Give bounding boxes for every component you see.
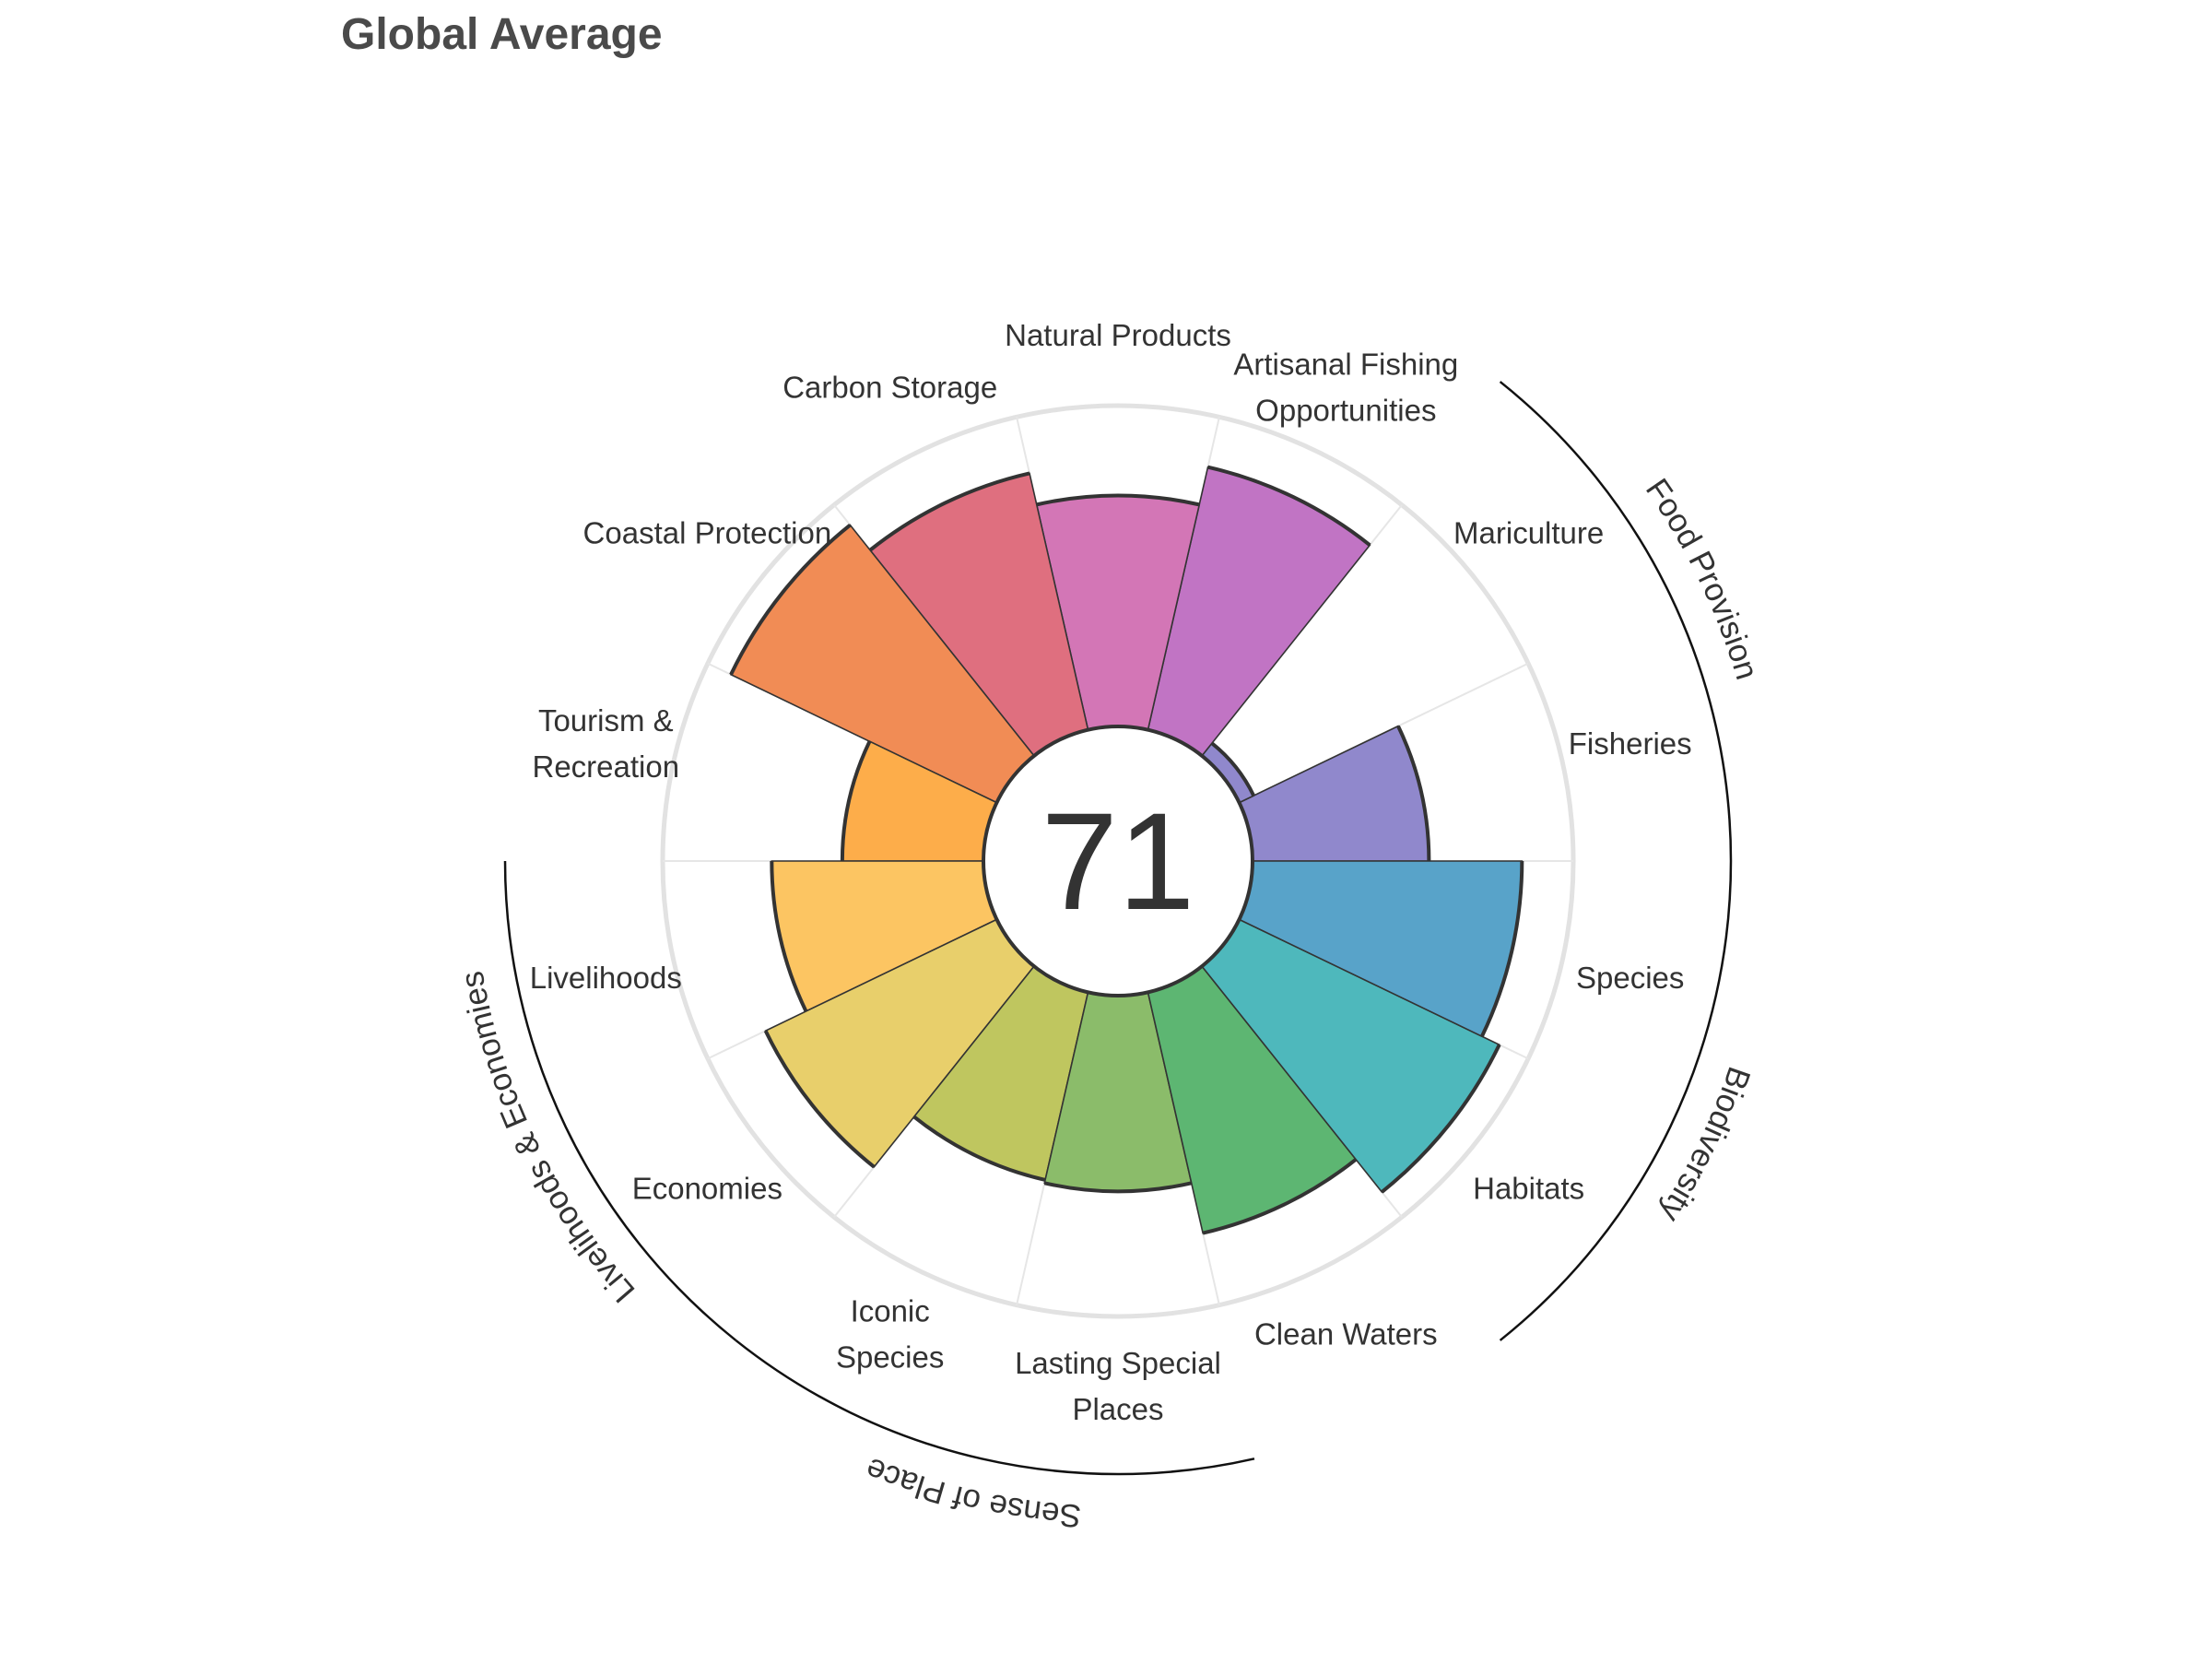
goal-label-clean-waters: Clean Waters (1254, 1317, 1438, 1351)
goal-label-economies: Economies (632, 1171, 782, 1205)
goal-label-line: Species (836, 1340, 944, 1375)
group-arc-livelihoods-and-economies (503, 860, 737, 1341)
bars (729, 465, 1524, 1235)
bar-outline-coastal-protection (729, 523, 852, 676)
goal-label-line: Carbon Storage (782, 370, 997, 404)
group-label-path (716, 1365, 1262, 1506)
bar-outline-artisanal-fishing-opportunities (1207, 465, 1371, 547)
goal-label-carbon-storage: Carbon Storage (782, 370, 997, 404)
group-label-biodiversity: Biodiversity (1653, 1062, 1758, 1229)
group-arc-sense-of-place (735, 1339, 1255, 1476)
goal-label-line: Clean Waters (1254, 1317, 1438, 1351)
goal-label-line: Artisanal Fishing (1233, 347, 1458, 381)
center: 71 (982, 725, 1254, 997)
group-label-text: Food Provision (1639, 472, 1765, 683)
goal-label-tourism-and-recreation: Tourism & Recreation (532, 703, 679, 784)
center-hole (982, 725, 1254, 997)
bar-outline-habitats (1381, 1044, 1501, 1194)
goal-label-natural-products: Natural Products (1005, 318, 1231, 352)
page-title: Global Average (341, 10, 663, 59)
group-label-text: Livelihoods & Economies (453, 969, 641, 1310)
bar-outline-fisheries (1396, 725, 1431, 862)
goal-label-artisanal-fishing-opportunities: Artisanal Fishing Opportunities (1233, 347, 1458, 427)
bar-outline-clean-waters (1202, 1158, 1358, 1235)
goal-label-line: Opportunities (1255, 393, 1436, 427)
goal-label-line: Livelihoods (530, 961, 682, 995)
goal-label-line: Habitats (1473, 1171, 1584, 1205)
goal-label-line: Natural Products (1005, 318, 1231, 352)
goal-label-line: Fisheries (1569, 726, 1692, 761)
goal-label-line: Iconic (851, 1294, 930, 1328)
goal-label-species: Species (1576, 961, 1684, 995)
goal-label-mariculture: Mariculture (1453, 516, 1604, 550)
goal-label-line: Mariculture (1453, 516, 1604, 550)
goal-label-line: Tourism & (538, 703, 674, 738)
bar-outline-carbon-storage (868, 471, 1030, 552)
group-arc-biodiversity (1499, 860, 1733, 1341)
group-label-text: Sense of Place (861, 1450, 1083, 1534)
goal-label-coastal-protection: Coastal Protection (583, 516, 832, 550)
bar-outline-iconic-species (912, 1115, 1046, 1182)
group-label-food-provision: Food Provision (1639, 472, 1765, 683)
goal-label-line: Places (1072, 1392, 1163, 1426)
group-label-text: Biodiversity (1653, 1062, 1758, 1229)
goal-label-line: Species (1576, 961, 1684, 995)
bar-fisheries (1238, 725, 1430, 862)
bar-outline-livelihoods (770, 860, 808, 1012)
group-label-livelihoods-and-economies: Livelihoods & Economies (453, 969, 641, 1310)
goal-label-iconic-species: Iconic Species (836, 1294, 944, 1375)
goal-label-line: Economies (632, 1171, 782, 1205)
goal-label-line: Recreation (532, 749, 679, 784)
bar-outline-lasting-special-places (1043, 1181, 1193, 1194)
group-label-sense-of-place: Sense of Place (861, 1450, 1083, 1534)
group-arc-food-provision (1499, 381, 1733, 862)
bar-outline-tourism-and-recreation (840, 740, 872, 862)
goal-labels: Fisheries Mariculture Artisanal Fishing Opp… (530, 318, 1692, 1426)
goal-label-livelihoods: Livelihoods (530, 961, 682, 995)
goal-label-line: Lasting Special (1015, 1346, 1221, 1380)
bar-outline-mariculture (1210, 741, 1256, 797)
bar-outline-natural-products (1036, 493, 1200, 507)
goal-label-line: Coastal Protection (583, 516, 832, 550)
center-score: 71 (1041, 784, 1195, 938)
goal-label-fisheries: Fisheries (1569, 726, 1692, 761)
bar-outline-economies (763, 1030, 876, 1169)
goal-label-lasting-special-places: Lasting Special Places (1015, 1346, 1221, 1426)
goal-label-habitats: Habitats (1473, 1171, 1584, 1205)
bar-outline-species (1480, 860, 1524, 1038)
